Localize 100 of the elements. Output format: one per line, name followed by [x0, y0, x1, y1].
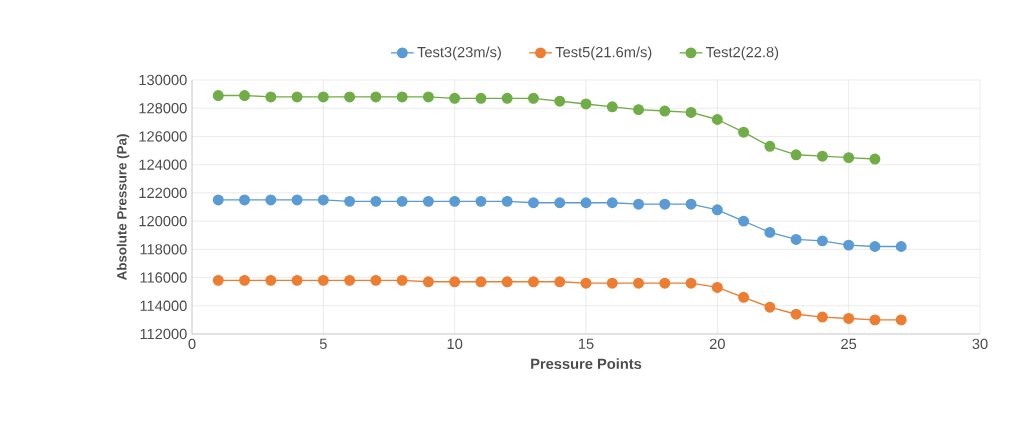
point [528, 276, 539, 288]
x-tick-label: 20 [709, 338, 725, 350]
point [816, 311, 828, 323]
x-tick-label: 15 [578, 338, 594, 349]
point [501, 195, 513, 207]
y-axis-title: Absolute Pressure (Pa) [116, 134, 130, 281]
point [370, 274, 382, 286]
point [396, 91, 408, 103]
point [317, 91, 329, 103]
point [317, 274, 329, 286]
point [659, 277, 671, 289]
point [239, 90, 251, 101]
point [606, 101, 618, 113]
point [528, 92, 539, 104]
y-tick-label: 118000 [140, 244, 187, 255]
point [895, 314, 907, 326]
point [475, 92, 487, 104]
point [816, 235, 828, 247]
point [738, 126, 750, 138]
point [738, 291, 750, 303]
x-tick-label: 30 [972, 338, 988, 350]
point [396, 195, 408, 207]
point [528, 197, 539, 209]
point [711, 114, 723, 125]
point [764, 226, 776, 238]
point [659, 105, 671, 117]
point [449, 276, 461, 288]
y-tick-label: 128000 [139, 103, 187, 114]
point [711, 204, 723, 216]
point [449, 195, 461, 207]
point [291, 194, 303, 206]
y-tick-label: 120000 [139, 215, 187, 227]
point [685, 106, 697, 118]
point [422, 195, 434, 207]
point [764, 301, 776, 313]
point [475, 195, 487, 207]
point [738, 215, 750, 227]
point [606, 197, 618, 209]
legend-label: Test2(22.8) [706, 46, 779, 61]
point [606, 277, 618, 289]
y-tick-label: 126000 [139, 131, 187, 142]
point [212, 274, 224, 286]
point [554, 197, 566, 209]
point [291, 274, 303, 286]
point [659, 198, 671, 210]
point [501, 92, 513, 104]
point [554, 95, 566, 107]
point [790, 233, 802, 245]
point [790, 149, 802, 161]
point [239, 194, 251, 206]
point [291, 91, 303, 103]
point [265, 91, 277, 103]
point [317, 194, 329, 206]
y-tick-label: 130000 [139, 74, 187, 86]
point [711, 281, 723, 293]
point [633, 198, 644, 210]
point [685, 198, 697, 210]
point [869, 153, 881, 165]
point [396, 274, 408, 286]
x-tick-label: 5 [319, 338, 327, 349]
point [239, 274, 251, 286]
point [633, 104, 644, 116]
x-axis-title: Pressure Points [531, 358, 642, 370]
point [869, 241, 881, 252]
y-tick-label: 124000 [139, 159, 187, 170]
point [895, 241, 907, 252]
point [764, 140, 776, 152]
point [843, 313, 855, 324]
point [212, 90, 224, 101]
point [869, 314, 881, 326]
point [685, 277, 697, 289]
point [422, 91, 434, 103]
x-tick-label: 25 [841, 338, 857, 350]
x-tick-label: 0 [188, 338, 196, 350]
point [344, 274, 356, 286]
point [633, 277, 644, 289]
point [265, 194, 277, 206]
point [344, 91, 356, 103]
point [422, 276, 434, 288]
point [843, 239, 855, 251]
x-tick-label: 10 [447, 338, 463, 350]
point [370, 91, 382, 103]
point [475, 276, 487, 288]
point [344, 195, 356, 207]
legend-label: Test5(21.6m/s) [555, 46, 652, 61]
point [212, 194, 224, 206]
y-tick-label: 122000 [139, 187, 187, 199]
point [816, 150, 828, 162]
point [554, 276, 566, 288]
y-tick-label: 114000 [140, 300, 187, 311]
point [790, 308, 802, 320]
y-tick-label: 116000 [140, 272, 187, 283]
point [580, 277, 592, 289]
point [370, 195, 382, 207]
point [843, 152, 855, 164]
point [580, 98, 592, 110]
y-tick-label: 112000 [140, 328, 187, 340]
legend-label: Test3(23m/s) [417, 46, 501, 61]
point [265, 274, 277, 286]
point [449, 92, 461, 104]
